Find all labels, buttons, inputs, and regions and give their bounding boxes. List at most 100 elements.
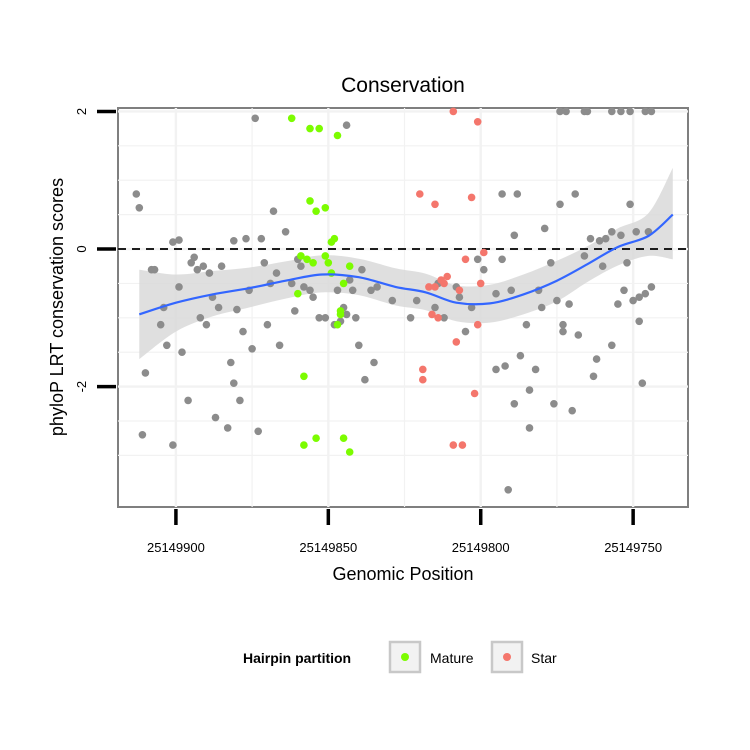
point-other: [190, 253, 198, 262]
point-star: [473, 118, 482, 126]
point-other: [263, 320, 272, 329]
point-other: [516, 351, 525, 360]
x-tick-label: 25149800: [452, 540, 510, 555]
point-other: [592, 355, 601, 363]
point-mature: [345, 262, 354, 271]
point-other: [251, 114, 259, 123]
point-other: [638, 379, 647, 388]
point-other: [287, 279, 296, 288]
point-star: [416, 190, 424, 198]
point-other: [608, 228, 616, 236]
point-other: [156, 320, 165, 329]
point-other: [525, 424, 534, 432]
point-other: [556, 107, 564, 116]
point-other: [358, 265, 366, 274]
point-other: [473, 255, 482, 264]
point-other: [361, 375, 369, 384]
smooth-curve: [138, 213, 674, 316]
point-mature: [339, 434, 348, 443]
point-star: [449, 441, 458, 449]
point-other: [345, 276, 354, 284]
point-other: [239, 327, 247, 336]
point-other: [565, 300, 573, 308]
x-tick-label: 25149750: [604, 540, 662, 555]
point-other: [184, 396, 192, 405]
point-other: [629, 296, 637, 305]
point-other: [242, 234, 250, 243]
point-other: [211, 413, 220, 422]
smooth-line: [138, 213, 674, 316]
point-mature: [300, 441, 308, 449]
point-other: [132, 190, 141, 198]
point-mature: [333, 131, 342, 140]
point-other: [199, 262, 208, 271]
point-mature: [321, 252, 330, 260]
point-other: [254, 427, 262, 436]
point-other: [598, 262, 607, 271]
point-star: [476, 279, 485, 288]
point-other: [635, 293, 643, 302]
point-other: [647, 283, 656, 291]
point-other: [626, 200, 634, 209]
point-star: [467, 193, 476, 202]
point-other: [233, 305, 241, 314]
point-other: [281, 228, 290, 236]
point-other: [230, 379, 238, 388]
point-other: [498, 190, 506, 198]
point-mature: [333, 320, 342, 329]
point-other: [370, 358, 378, 367]
point-mature: [330, 234, 339, 243]
confidence-band-area: [139, 167, 673, 360]
point-other: [297, 262, 305, 271]
y-tick-label: 2: [74, 108, 89, 115]
point-other: [367, 286, 375, 295]
point-star: [458, 441, 467, 449]
point-other: [138, 431, 147, 439]
point-star: [425, 283, 433, 291]
point-other: [169, 238, 177, 246]
legend-swatch-star: [503, 653, 511, 661]
point-star: [428, 310, 436, 319]
point-other: [306, 286, 314, 295]
point-other: [169, 441, 177, 449]
point-other: [537, 303, 546, 312]
point-other: [440, 314, 448, 322]
point-mature: [324, 259, 333, 267]
point-other: [406, 314, 415, 322]
point-other: [504, 486, 512, 494]
point-star: [473, 320, 482, 329]
point-other: [522, 320, 531, 329]
point-other: [626, 107, 634, 116]
chart-title: Conservation: [341, 74, 465, 97]
point-other: [617, 107, 625, 116]
legend-label-mature: Mature: [430, 650, 474, 666]
point-mature: [294, 289, 302, 298]
point-other: [352, 314, 360, 322]
point-other: [553, 296, 561, 305]
x-tick-label: 25149900: [147, 540, 205, 555]
point-other: [205, 269, 214, 277]
point-other: [498, 255, 506, 264]
point-other: [269, 207, 278, 215]
point-mature: [327, 269, 336, 277]
point-other: [568, 406, 576, 415]
point-other: [223, 424, 232, 432]
point-other: [300, 283, 308, 291]
point-other: [227, 358, 235, 367]
point-other: [388, 296, 397, 305]
x-axis-label: Genomic Position: [332, 564, 473, 584]
point-other: [614, 300, 622, 308]
point-other: [589, 372, 598, 381]
point-other: [217, 262, 226, 271]
point-other: [601, 234, 610, 243]
scatter-points: [132, 107, 656, 494]
point-star: [431, 200, 439, 209]
point-other: [163, 341, 171, 350]
point-other: [583, 107, 592, 116]
point-other: [348, 286, 357, 295]
point-mature: [315, 124, 324, 133]
axes: 25149900 25149850 25149800 25149750 -2 0 2: [74, 108, 662, 555]
point-star: [470, 389, 479, 398]
point-other: [291, 307, 299, 315]
